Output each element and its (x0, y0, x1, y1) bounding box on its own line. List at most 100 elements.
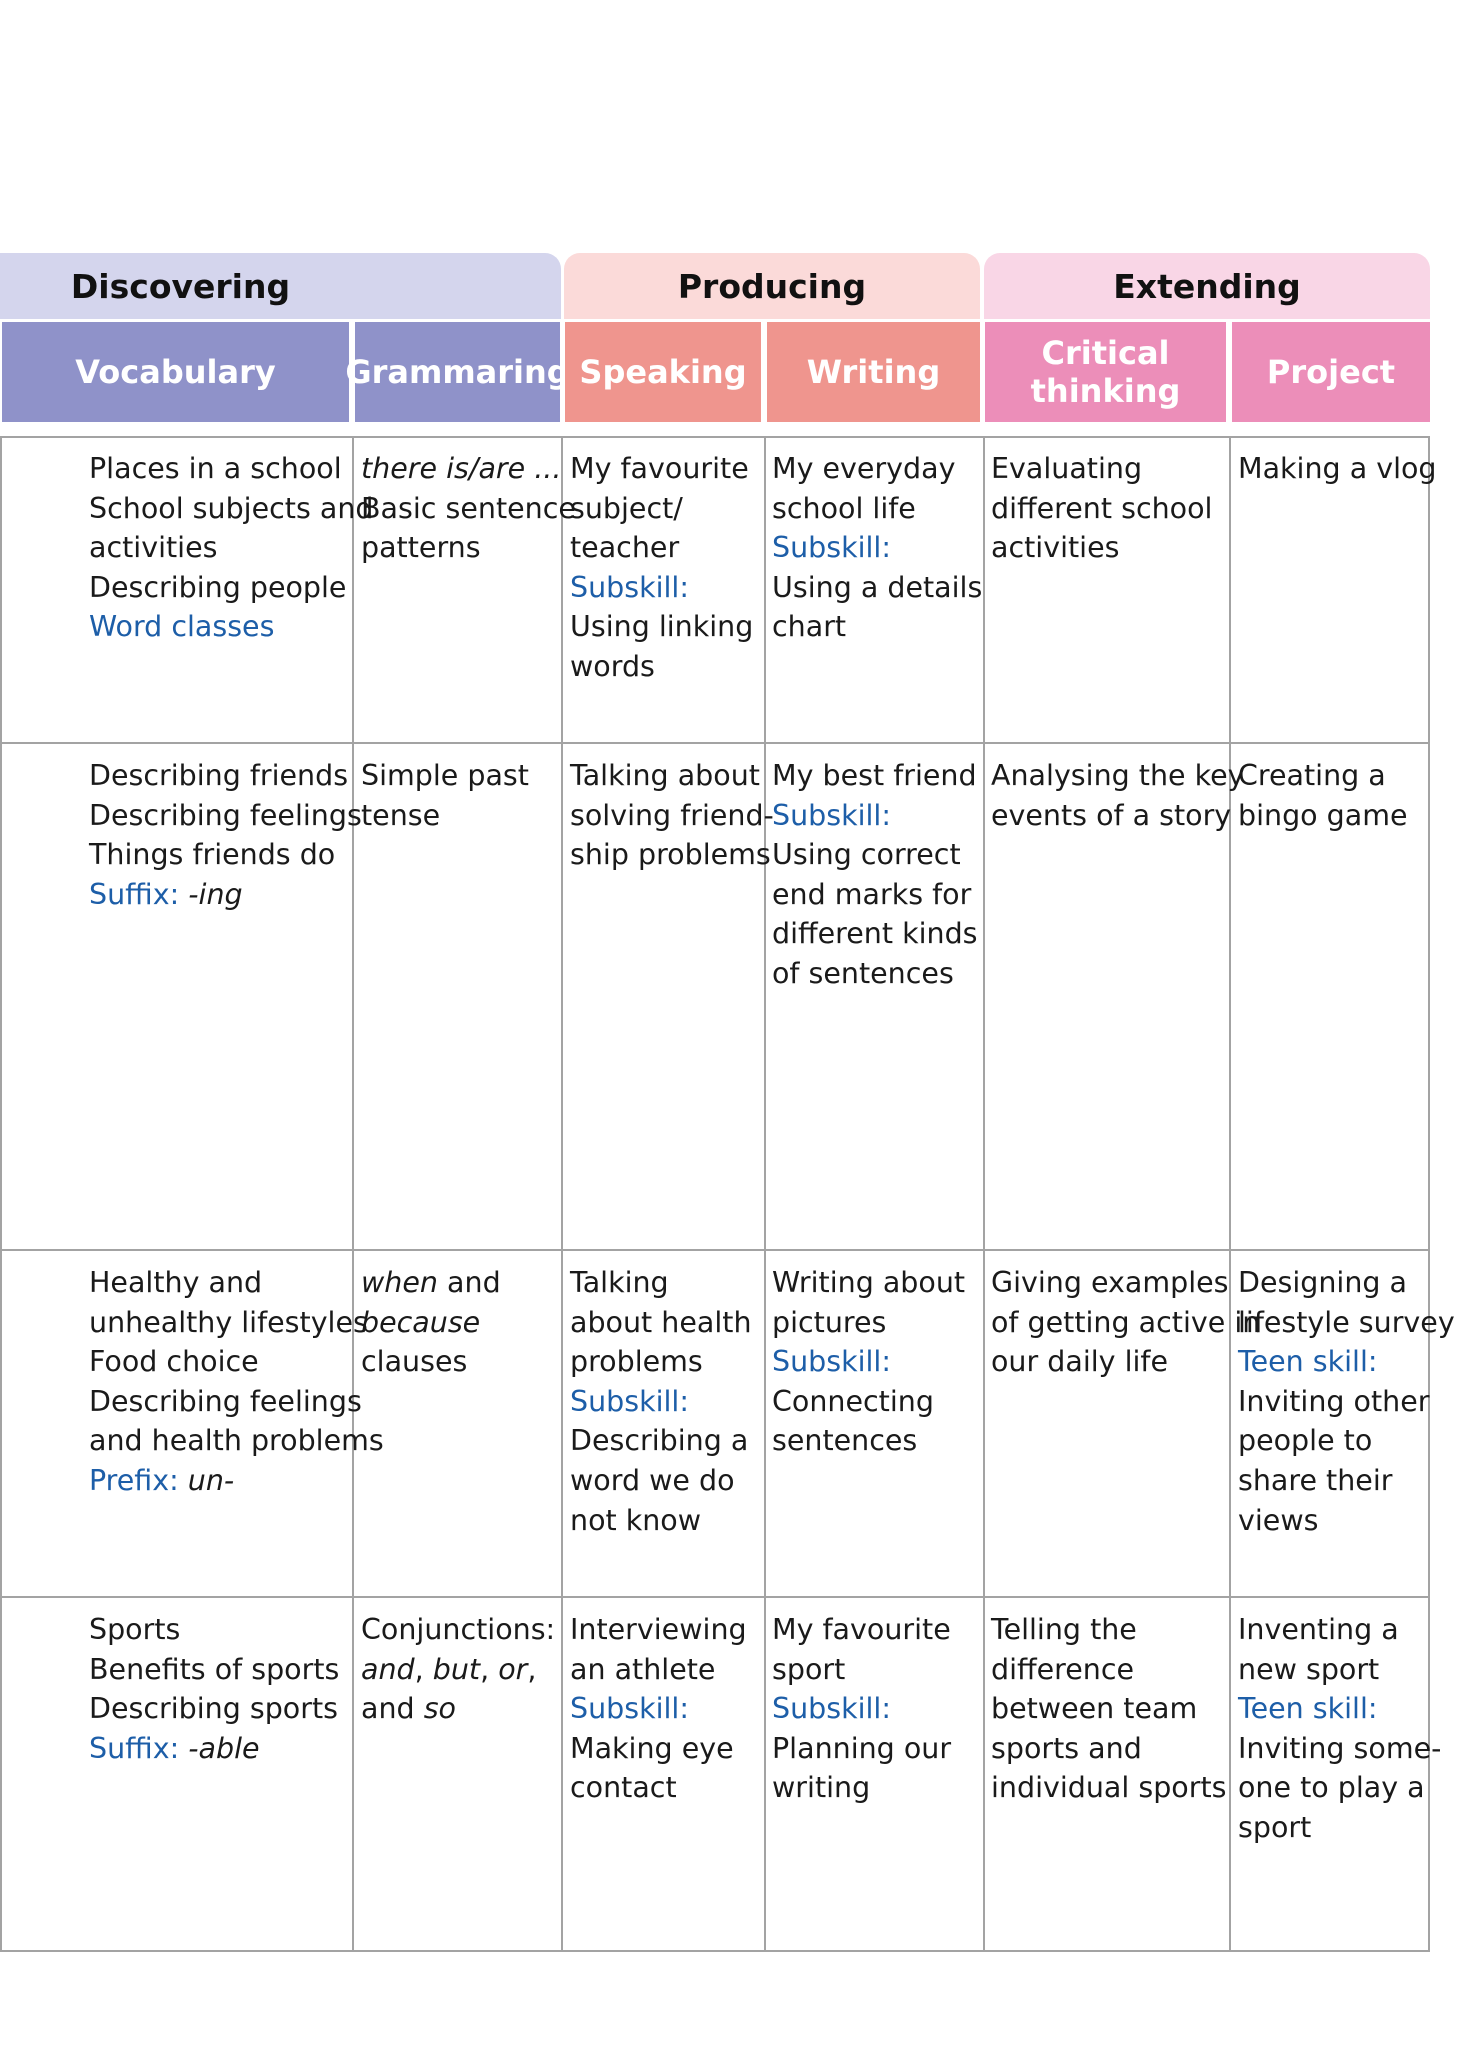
group-header-row: Discovering Producing Extending (0, 253, 1430, 319)
cell-line: Food choice (89, 1345, 259, 1379)
row1-project-cell: Making a vlog (1238, 449, 1437, 489)
subskill-label: Subskill: (772, 531, 891, 565)
column-project-label: Project (1266, 353, 1396, 391)
column-critical-thinking-label: Critical thinking (1030, 334, 1181, 410)
cell-line: an athlete (570, 1652, 716, 1686)
row4-vocabulary-cell: Sports Benefits of sports Describing spo… (89, 1610, 339, 1768)
row-divider (0, 436, 1430, 438)
cell-line: Making a vlog (1238, 452, 1437, 485)
cell-line: writing (772, 1771, 871, 1805)
syllabus-table: Places in a school School subjects and a… (0, 436, 1455, 1952)
cell-line: Connecting (772, 1384, 934, 1418)
cell-line: sport (772, 1652, 846, 1686)
cell-line: difference (991, 1652, 1135, 1686)
row1-speaking-cell: My favourite subject/ teacher Subskill: … (570, 449, 753, 687)
cell-line: Giving examples (991, 1266, 1229, 1299)
subskill-label: Subskill: (772, 1345, 891, 1379)
cell-line: contact (570, 1771, 677, 1805)
cell-line: Describing feelings (89, 798, 362, 832)
cell-line: Talking about (570, 759, 760, 792)
cell-line: and health problems (89, 1424, 384, 1458)
teen-skill-label: Teen skill: (1238, 1692, 1378, 1726)
row1-grammaring-cell: there is/are ... Basic sentence patterns (361, 449, 576, 568)
cell-line: Describing a (570, 1424, 749, 1458)
cell-line: views (1238, 1503, 1319, 1537)
cell-line: events of a story (991, 798, 1232, 832)
cell-line: Prefix: un- (89, 1461, 384, 1501)
keyword: but (432, 1652, 481, 1686)
cell-line: Designing a (1238, 1266, 1407, 1299)
column-divider (1428, 436, 1430, 1952)
prefix-value: un- (187, 1463, 235, 1497)
row2-speaking-cell: Talking about solving friend- ship probl… (570, 756, 774, 875)
comma: , (527, 1652, 537, 1686)
cell-line: Using a details (772, 570, 983, 604)
cell-line: clauses (361, 1345, 468, 1379)
cell-line: Making eye (570, 1731, 734, 1765)
cell-line: people to (1238, 1424, 1373, 1458)
keyword: because (361, 1305, 481, 1339)
column-project: Project (1232, 322, 1430, 422)
keyword: or (498, 1652, 528, 1686)
cell-line: of getting active in (991, 1305, 1261, 1339)
cell-line: and so (361, 1689, 555, 1729)
cell-line: Describing sports (89, 1692, 338, 1726)
cell-line: Using correct (772, 838, 961, 872)
row4-grammaring-cell: Conjunctions: and, but, or, and so (361, 1610, 555, 1729)
prefix-label: Prefix: (89, 1463, 179, 1497)
keyword: so (423, 1692, 456, 1726)
column-writing-label: Writing (806, 353, 941, 391)
cell-line: School subjects and (89, 491, 374, 525)
row1-writing-cell: My everyday school life Subskill: Using … (772, 449, 982, 647)
cell-line: Suffix: -able (89, 1729, 339, 1769)
cell-line: Telling the (991, 1613, 1137, 1646)
cell-line: individual sports (991, 1771, 1227, 1805)
cell-line: sports and (991, 1731, 1142, 1765)
cell-line: Evaluating (991, 452, 1143, 485)
cell-line: school life (772, 491, 916, 525)
cell-line: Healthy and (89, 1266, 263, 1299)
cell-line: Describing friends (89, 759, 349, 792)
subskill-label: Subskill: (772, 798, 891, 832)
cell-line: words (570, 649, 655, 683)
cell-line: there is/are ... (361, 452, 562, 485)
group-discovering-label: Discovering (70, 266, 291, 306)
cell-line: teacher (570, 531, 680, 565)
cell-line: subject/ (570, 491, 683, 525)
cell-line: Describing people (89, 570, 347, 604)
cell-line: Places in a school (89, 452, 342, 485)
cell-line: about health (570, 1305, 752, 1339)
subskill-label: Subskill: (772, 1692, 891, 1726)
cell-line: Talking (570, 1266, 669, 1299)
cell-line: Benefits of sports (89, 1652, 340, 1686)
cell-line: My everyday (772, 452, 956, 485)
group-producing: Producing (564, 253, 980, 319)
row4-writing-cell: My favourite sport Subskill: Planning ou… (772, 1610, 951, 1808)
connector-word: and (447, 1266, 501, 1299)
cell-line: problems (570, 1345, 703, 1379)
column-vocabulary: Vocabulary (2, 322, 349, 422)
column-speaking: Speaking (565, 322, 761, 422)
cell-line: Analysing the key (991, 759, 1245, 792)
column-divider (764, 436, 766, 1952)
row1-vocabulary-cell: Places in a school School subjects and a… (89, 449, 374, 647)
cell-line: new sport (1238, 1652, 1380, 1686)
cell-line: My favourite (772, 1613, 951, 1646)
comma: , (414, 1652, 424, 1686)
row-divider (0, 1249, 1430, 1251)
group-producing-label: Producing (677, 266, 867, 306)
cell-line: Inviting other (1238, 1384, 1430, 1418)
subskill-label: Subskill: (570, 1692, 689, 1726)
cell-line: unhealthy lifestyles (89, 1305, 368, 1339)
row2-critical-thinking-cell: Analysing the key events of a story (991, 756, 1245, 835)
cell-line: our daily life (991, 1345, 1168, 1379)
cell-line: Sports (89, 1613, 181, 1646)
keyword: and (361, 1652, 415, 1686)
cell-line: end marks for (772, 877, 972, 911)
group-extending: Extending (984, 253, 1430, 319)
cell-line: activities (89, 531, 218, 565)
row3-grammaring-cell: when and because clauses (361, 1263, 501, 1382)
row3-critical-thinking-cell: Giving examples of getting active in our… (991, 1263, 1260, 1382)
cell-line: activities (991, 531, 1120, 565)
cell-line: share their (1238, 1463, 1393, 1497)
